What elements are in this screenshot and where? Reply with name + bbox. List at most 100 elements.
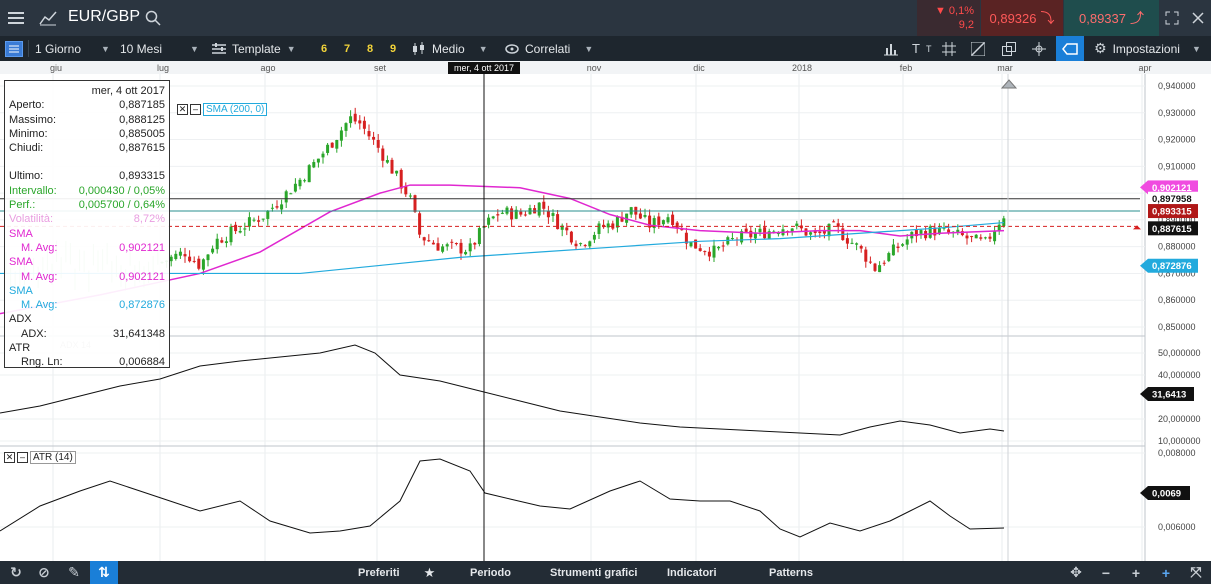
- sma200-line: [0, 221, 1005, 275]
- pencil-icon[interactable]: ✎: [68, 564, 80, 580]
- candle-body: [206, 254, 210, 261]
- menu-icon[interactable]: [0, 0, 32, 36]
- candle-body: [832, 221, 836, 223]
- last-tag-bg: [1148, 204, 1198, 219]
- range-select[interactable]: 10 Mesi ▼: [120, 36, 199, 61]
- close-icon[interactable]: ✕: [4, 452, 15, 463]
- close-icon[interactable]: ✕: [177, 104, 188, 115]
- draw-line-icon[interactable]: [971, 36, 985, 61]
- expand-icon[interactable]: [1160, 0, 1184, 36]
- candle-body: [436, 243, 440, 251]
- y-axis-label: 20,000000: [1158, 414, 1201, 424]
- candle-body: [878, 265, 882, 273]
- quick-9-button[interactable]: 9: [390, 42, 397, 55]
- candle-body: [717, 246, 721, 249]
- chart-type-select[interactable]: Medio ▼: [412, 36, 488, 61]
- favorites-button[interactable]: Preferiti ★: [358, 564, 436, 580]
- sma200-tag-label: 0,872876: [1152, 261, 1192, 272]
- candle-body: [358, 120, 362, 124]
- candle-body: [183, 254, 187, 257]
- candle-body: [326, 144, 330, 153]
- grid-icon[interactable]: [942, 36, 956, 61]
- sell-button[interactable]: 0,89326 ⤵: [981, 0, 1063, 36]
- minimize-icon[interactable]: –: [17, 452, 28, 463]
- search-icon[interactable]: [143, 0, 163, 36]
- candle-body: [753, 233, 757, 239]
- candle-body: [721, 245, 725, 247]
- candle-body: [316, 158, 320, 163]
- close-icon[interactable]: [1186, 0, 1210, 36]
- zoom-in-icon[interactable]: +: [1131, 564, 1141, 581]
- timeframe-select[interactable]: 1 Giorno ▼: [35, 36, 110, 61]
- y-axis-label: 0,860000: [1158, 295, 1196, 305]
- minimize-icon[interactable]: –: [190, 104, 201, 115]
- fit-icon[interactable]: ⤧: [1190, 564, 1202, 580]
- caret-down-icon: ▼: [584, 43, 594, 54]
- today-marker: [1000, 79, 1018, 89]
- info-date: mer, 4 ott 2017: [91, 85, 165, 97]
- candle-body: [657, 216, 661, 225]
- layers-icon[interactable]: [1002, 36, 1016, 61]
- drawing-tools-button[interactable]: Strumenti grafici: [550, 566, 638, 579]
- range-label: 10 Mesi: [120, 41, 163, 56]
- move-icon[interactable]: ✥: [1070, 564, 1082, 580]
- chart-line-icon[interactable]: [34, 0, 62, 36]
- refresh-icon[interactable]: ↻: [10, 564, 22, 580]
- ban-icon[interactable]: ⊘: [38, 564, 50, 580]
- candle-body: [970, 236, 974, 238]
- candle-body: [956, 229, 960, 233]
- candle-body: [330, 142, 334, 148]
- crosshair-icon[interactable]: [1032, 36, 1046, 61]
- chart-area[interactable]: giu lug ago set nov dic 2018 feb mar apr 0,940000 0…: [0, 61, 1211, 561]
- columns-icon[interactable]: [884, 36, 898, 61]
- candle-body: [224, 241, 228, 244]
- settings-label: Impostazioni: [1112, 41, 1180, 56]
- tag-pointer: [1140, 180, 1148, 195]
- indicators-button[interactable]: Indicatori: [667, 566, 717, 579]
- quick-8-button[interactable]: 8: [367, 42, 374, 55]
- candle-body: [270, 207, 274, 209]
- close-tag: 0,887615: [1152, 224, 1192, 235]
- template-select[interactable]: Template ▼: [212, 36, 296, 61]
- candle-body: [519, 211, 523, 215]
- candle-body: [947, 229, 951, 233]
- candle-body: [592, 234, 596, 240]
- candle-body: [178, 251, 182, 256]
- patterns-button[interactable]: Patterns: [769, 566, 814, 579]
- candle-body: [864, 249, 868, 262]
- candle-body: [372, 136, 376, 140]
- caret-down-icon: ▼: [101, 43, 110, 54]
- y-axis-label: 50,000000: [1158, 348, 1201, 358]
- info-row-close: Chiudi: 0,887615: [9, 142, 165, 155]
- candle-body: [487, 217, 491, 225]
- candle-body: [744, 228, 748, 232]
- info-sma1-label: SMA: [9, 227, 33, 240]
- candle-body: [882, 262, 886, 264]
- sma50-tag-bg: [1148, 180, 1198, 195]
- list-icon[interactable]: [5, 36, 23, 61]
- candle-body: [298, 179, 302, 187]
- atr-tag-bg: [1148, 486, 1190, 500]
- candle-body: [799, 225, 803, 229]
- period-button[interactable]: Periodo: [470, 566, 511, 579]
- candle-body: [229, 226, 233, 243]
- buy-button[interactable]: 0,89337 ⤴: [1064, 0, 1159, 36]
- candle-body: [514, 209, 518, 219]
- zoom-out-icon[interactable]: −: [1101, 564, 1111, 581]
- x-axis-band: [0, 61, 1211, 74]
- correlated-select[interactable]: Correlati ▼: [505, 36, 593, 61]
- y-axis-label: 0,890000: [1158, 215, 1196, 225]
- high-tag: 0,897958: [1152, 194, 1192, 205]
- candle-body: [919, 230, 923, 234]
- swap-icon[interactable]: ⇅: [90, 561, 118, 584]
- change-display: ▼ 0,1% 9,2: [917, 0, 980, 36]
- candle-body: [344, 123, 348, 131]
- adx-tag: 31,6413: [1152, 390, 1186, 401]
- quick-6-button[interactable]: 6: [321, 42, 328, 55]
- crosshair-mode-icon[interactable]: +: [1161, 564, 1171, 581]
- tag-icon[interactable]: [1056, 36, 1084, 61]
- quick-7-button[interactable]: 7: [344, 42, 351, 55]
- candle-body: [974, 234, 978, 239]
- settings-button[interactable]: ⚙ Impostazioni ▼: [1094, 36, 1201, 61]
